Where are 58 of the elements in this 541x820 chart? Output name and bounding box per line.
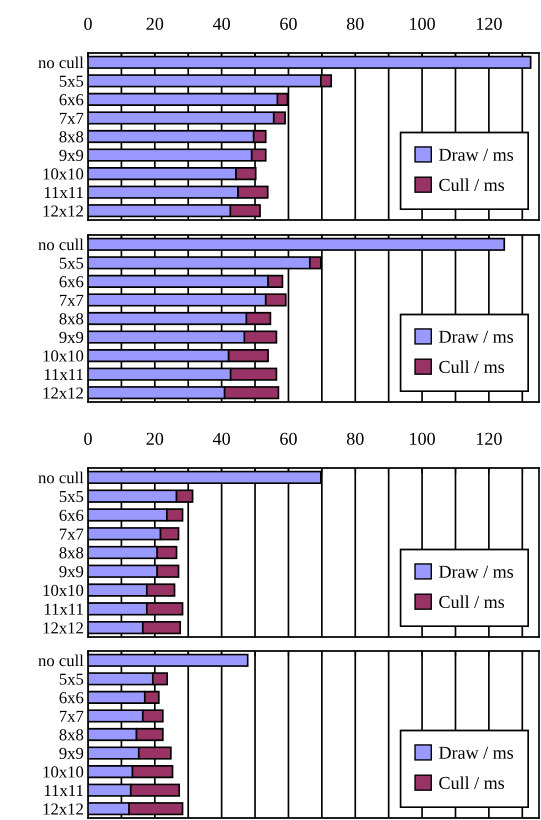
y-tick-label: 8x8 bbox=[59, 313, 84, 324]
x-tick-label: 20 bbox=[146, 432, 164, 445]
y-tick-label: 7x7 bbox=[60, 294, 84, 306]
y-tick-label: 8x8 bbox=[59, 131, 84, 142]
y-tick-label: 12x12 bbox=[44, 803, 83, 815]
x-tick-label: 40 bbox=[212, 18, 230, 30]
x-tick-label: 80 bbox=[346, 18, 364, 30]
y-tick-label: 6x6 bbox=[60, 94, 84, 106]
y-tick-label: 10x10 bbox=[44, 350, 84, 362]
y-tick-label: 6x6 bbox=[60, 692, 84, 704]
y-tick-label: 5x5 bbox=[60, 76, 84, 87]
y-tick-label: 10x10 bbox=[44, 766, 84, 778]
y-tick-label: 5x5 bbox=[60, 674, 84, 685]
y-tick-label: 9x9 bbox=[59, 748, 84, 759]
x-tick-label: 120 bbox=[476, 432, 502, 445]
y-tick-label: 7x7 bbox=[60, 710, 84, 722]
x-tick-label: 80 bbox=[346, 432, 364, 445]
legend-label: Draw / ms bbox=[439, 566, 514, 578]
x-tick-label: 100 bbox=[410, 432, 435, 445]
y-tick-label: no cull bbox=[38, 654, 84, 666]
y-tick-label: 10x10 bbox=[44, 168, 84, 180]
y-tick-label: 11x11 bbox=[44, 784, 83, 796]
x-tick-label: 60 bbox=[280, 432, 297, 445]
y-tick-label: 8x8 bbox=[59, 547, 84, 558]
x-tick-label: 120 bbox=[476, 18, 502, 30]
x-tick-label: 20 bbox=[146, 18, 164, 30]
y-tick-label: 7x7 bbox=[60, 112, 84, 124]
y-tick-label: 12x12 bbox=[44, 387, 83, 399]
legend-label: Cull / ms bbox=[439, 595, 504, 608]
y-tick-label: 11x11 bbox=[44, 186, 83, 198]
y-tick-label: 7x7 bbox=[60, 528, 84, 540]
y-tick-label: 12x12 bbox=[44, 622, 83, 634]
text: Draw / ms bbox=[439, 330, 514, 343]
y-tick-label: 11x11 bbox=[44, 604, 83, 615]
x-tick-label: 0 bbox=[84, 18, 92, 30]
x-tick-label: 100 bbox=[410, 18, 435, 30]
y-tick-label: 12x12 bbox=[44, 205, 83, 217]
y-tick-label: no cull bbox=[38, 472, 84, 484]
y-tick-label: 6x6 bbox=[60, 276, 84, 288]
y-tick-label: 11x11 bbox=[44, 368, 83, 380]
y-tick-label: 10x10 bbox=[44, 584, 84, 596]
legend-label: Cull / ms bbox=[439, 178, 504, 192]
y-tick-label: 5x5 bbox=[60, 258, 84, 269]
y-tick-label: 8x8 bbox=[59, 729, 84, 740]
text: Cull / ms bbox=[439, 360, 504, 374]
y-tick-label: no cull bbox=[38, 238, 84, 250]
x-tick-label: 60 bbox=[280, 18, 297, 30]
y-tick-label: 5x5 bbox=[60, 491, 84, 502]
legend-label: Draw / ms bbox=[439, 148, 514, 161]
y-tick-label: 9x9 bbox=[59, 150, 84, 161]
text: Cull / ms bbox=[439, 776, 504, 790]
y-tick-label: 9x9 bbox=[59, 332, 84, 343]
text: Draw / ms bbox=[439, 746, 514, 759]
y-tick-label: 6x6 bbox=[60, 510, 84, 521]
y-tick-label: no cull bbox=[38, 56, 84, 68]
y-tick-label: 9x9 bbox=[59, 566, 84, 578]
x-tick-label: 40 bbox=[212, 432, 230, 445]
x-tick-label: 0 bbox=[84, 432, 92, 445]
